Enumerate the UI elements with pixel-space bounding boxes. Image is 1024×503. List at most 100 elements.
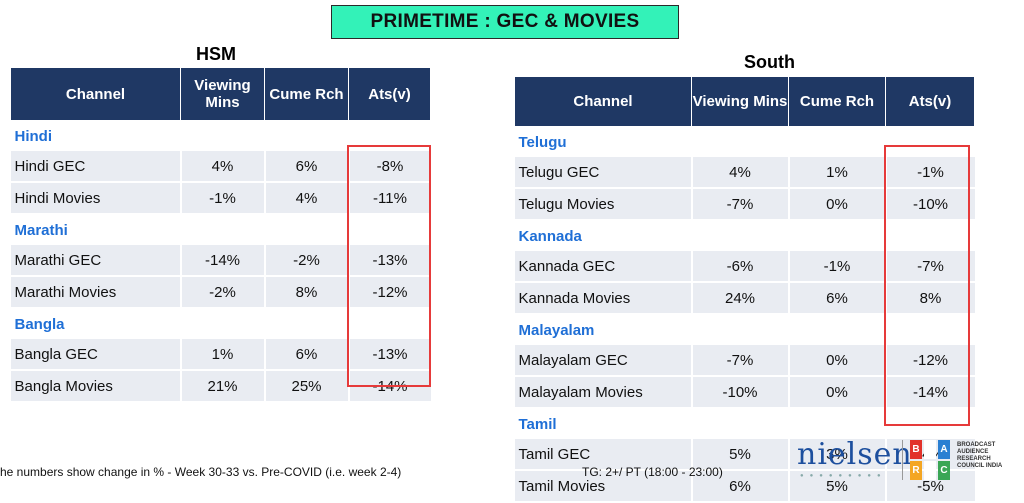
channel-cell: Kannada Movies: [514, 282, 692, 315]
ats-cell: -11%: [347, 182, 431, 215]
table-row: Telugu Movies -7% 0% -10%: [514, 188, 975, 221]
hsm-ats-highlight-box: [347, 145, 431, 387]
ats-cell: -13%: [347, 245, 431, 277]
hsm-heading: HSM: [196, 44, 236, 64]
barc-logo-text: BROADCAST AUDIENCE RESEARCH COUNCIL INDI…: [957, 442, 1003, 469]
cume-rch-cell: -2%: [263, 245, 349, 277]
viewing-mins-cell: 21%: [179, 370, 265, 403]
col-header-cume-rch: Cume Rch: [788, 76, 886, 127]
channel-cell: Tamil GEC: [514, 439, 692, 471]
channel-cell: Marathi GEC: [10, 245, 181, 277]
col-header-ats: Ats(v): [885, 76, 975, 127]
ats-cell: -13%: [347, 339, 431, 371]
south-table: Channel Viewing Mins Cume Rch Ats(v) Tel…: [514, 76, 975, 503]
group-row: Malayalam: [515, 314, 975, 345]
channel-cell: Malayalam GEC: [514, 345, 692, 377]
ats-cell: -14%: [884, 376, 975, 409]
group-row: Hindi: [11, 121, 431, 152]
ats-cell: 8%: [884, 282, 975, 315]
table-row: Hindi Movies -1% 4% -11%: [10, 182, 431, 215]
col-header-viewing-mins: Viewing Mins: [180, 67, 265, 121]
channel-cell: Kannada GEC: [514, 251, 692, 283]
col-header-ats: Ats(v): [348, 67, 431, 121]
viewing-mins-cell: -14%: [179, 245, 265, 277]
ats-cell: -8%: [347, 151, 431, 183]
cume-rch-cell: 4%: [263, 182, 349, 215]
channel-cell: Marathi Movies: [10, 276, 181, 309]
cume-rch-cell: -1%: [787, 251, 886, 283]
col-header-viewing-mins: Viewing Mins: [691, 76, 789, 127]
cume-rch-cell: 8%: [263, 276, 349, 309]
viewing-mins-cell: 1%: [179, 339, 265, 371]
viewing-mins-cell: 5%: [690, 439, 789, 471]
table-row: Bangla GEC 1% 6% -13%: [10, 339, 431, 371]
cume-rch-cell: 0%: [787, 345, 886, 377]
ats-cell: -7%: [884, 251, 975, 283]
logo-divider: [902, 440, 903, 480]
table-row: Marathi GEC -14% -2% -13%: [10, 245, 431, 277]
table-row: Bangla Movies 21% 25% -14%: [10, 370, 431, 403]
viewing-mins-cell: -6%: [690, 251, 789, 283]
cume-rch-cell: 6%: [787, 282, 886, 315]
barc-letter-r: R: [910, 461, 922, 480]
cume-rch-cell: 1%: [787, 157, 886, 189]
cume-rch-cell: 0%: [787, 188, 886, 221]
channel-cell: Bangla Movies: [10, 370, 181, 403]
group-row: Tamil: [515, 408, 975, 439]
viewing-mins-cell: -10%: [690, 376, 789, 409]
channel-cell: Telugu GEC: [514, 157, 692, 189]
viewing-mins-cell: 4%: [179, 151, 265, 183]
target-group-note: TG: 2+/ PT (18:00 - 23:00): [582, 465, 723, 479]
channel-cell: Hindi Movies: [10, 182, 181, 215]
hsm-table: Channel Viewing Mins Cume Rch Ats(v) Hin…: [10, 67, 431, 403]
viewing-mins-cell: -7%: [690, 345, 789, 377]
group-label: Malayalam: [518, 321, 595, 339]
group-label: Telugu: [518, 133, 567, 151]
col-header-cume-rch: Cume Rch: [264, 67, 349, 121]
viewing-mins-cell: 24%: [690, 282, 789, 315]
group-row: Kannada: [515, 220, 975, 251]
barc-logo: B A R C: [910, 440, 950, 480]
table-row: Telugu GEC 4% 1% -1%: [514, 157, 975, 189]
table-row: Malayalam GEC -7% 0% -12%: [514, 345, 975, 377]
table-row: Malayalam Movies -10% 0% -14%: [514, 376, 975, 409]
south-heading: South: [744, 52, 795, 72]
group-row: Bangla: [11, 308, 431, 339]
col-header-channel: Channel: [514, 76, 692, 127]
channel-cell: Malayalam Movies: [514, 376, 692, 409]
footnote: he numbers show change in % - Week 30-33…: [0, 465, 402, 479]
group-label: Bangla: [14, 315, 65, 333]
viewing-mins-cell: -2%: [179, 276, 265, 309]
group-row: Telugu: [515, 127, 975, 158]
channel-cell: Bangla GEC: [10, 339, 181, 371]
barc-letter-c: C: [938, 461, 950, 480]
cume-rch-cell: 6%: [263, 339, 349, 371]
col-header-channel: Channel: [10, 67, 181, 121]
ats-cell: -12%: [884, 345, 975, 377]
barc-letter-a: A: [938, 440, 950, 459]
group-label: Tamil: [518, 415, 557, 433]
group-label: Hindi: [14, 127, 53, 145]
viewing-mins-cell: 4%: [690, 157, 789, 189]
cume-rch-cell: 3%: [787, 439, 886, 471]
cume-rch-cell: 0%: [787, 376, 886, 409]
nielsen-logo: nielsen: [797, 437, 913, 472]
group-label: Marathi: [14, 221, 68, 239]
group-row: Marathi: [11, 214, 431, 245]
table-row: Hindi GEC 4% 6% -8%: [10, 151, 431, 183]
cume-rch-cell: 25%: [263, 370, 349, 403]
viewing-mins-cell: -7%: [690, 188, 789, 221]
table-row: Marathi Movies -2% 8% -12%: [10, 276, 431, 309]
ats-cell: -12%: [347, 276, 431, 309]
table-row: Kannada GEC -6% -1% -7%: [514, 251, 975, 283]
south-ats-highlight-box: [884, 145, 970, 426]
group-label: Kannada: [518, 227, 582, 245]
cume-rch-cell: 6%: [263, 151, 349, 183]
channel-cell: Hindi GEC: [10, 151, 181, 183]
page-title: PRIMETIME : GEC & MOVIES: [331, 5, 679, 39]
barc-letter-b: B: [910, 440, 922, 459]
ats-cell: -1%: [884, 157, 975, 189]
table-row: Kannada Movies 24% 6% 8%: [514, 282, 975, 315]
channel-cell: Telugu Movies: [514, 188, 692, 221]
